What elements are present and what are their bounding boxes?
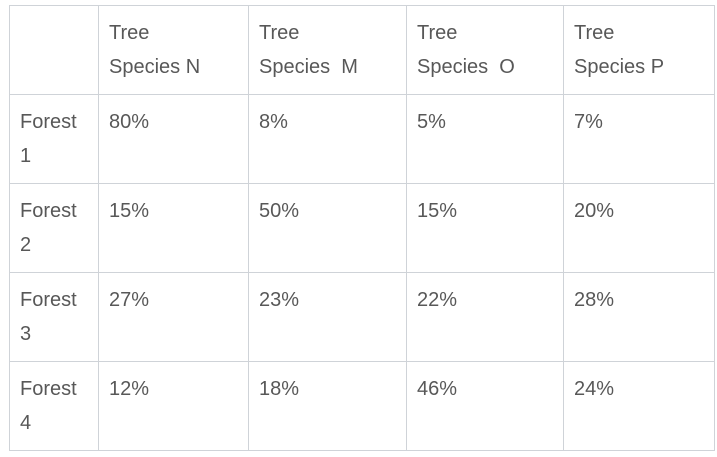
row-label-line2: 1 bbox=[20, 145, 32, 167]
cell-species-m: 18% bbox=[248, 361, 407, 451]
row-label: Forest 2 bbox=[9, 183, 99, 273]
cell-species-m: 50% bbox=[248, 183, 407, 273]
corner-cell bbox=[9, 5, 99, 95]
cell-species-p: 24% bbox=[563, 361, 715, 451]
cell-species-n: 80% bbox=[98, 94, 249, 184]
header-line2: Species O bbox=[417, 56, 515, 78]
header-line2: Species M bbox=[259, 56, 358, 78]
cell-species-p: 20% bbox=[563, 183, 715, 273]
row-label-line1: Forest bbox=[20, 289, 77, 311]
table-row-forest-3: Forest 3 27% 23% 22% 28% bbox=[9, 272, 715, 362]
cell-species-n: 12% bbox=[98, 361, 249, 451]
header-species-m: Tree Species M bbox=[248, 5, 407, 95]
row-label-line2: 2 bbox=[20, 234, 32, 256]
cell-species-n: 15% bbox=[98, 183, 249, 273]
row-label: Forest 1 bbox=[9, 94, 99, 184]
cell-species-p: 7% bbox=[563, 94, 715, 184]
header-species-p: Tree Species P bbox=[563, 5, 715, 95]
cell-species-n: 27% bbox=[98, 272, 249, 362]
header-row: Tree Species N Tree Species M Tree Speci… bbox=[9, 5, 715, 95]
header-line2: Species P bbox=[574, 56, 665, 78]
cell-species-m: 23% bbox=[248, 272, 407, 362]
row-label-line2: 3 bbox=[20, 323, 32, 345]
cell-species-m: 8% bbox=[248, 94, 407, 184]
table-row-forest-2: Forest 2 15% 50% 15% 20% bbox=[9, 183, 715, 273]
row-label: Forest 4 bbox=[9, 361, 99, 451]
row-label-line1: Forest bbox=[20, 378, 77, 400]
forest-species-table: Tree Species N Tree Species M Tree Speci… bbox=[9, 5, 715, 451]
header-species-o: Tree Species O bbox=[406, 5, 564, 95]
row-label-line1: Forest bbox=[20, 111, 77, 133]
row-label-line1: Forest bbox=[20, 200, 77, 222]
cell-species-o: 46% bbox=[406, 361, 564, 451]
cell-species-o: 5% bbox=[406, 94, 564, 184]
header-species-n: Tree Species N bbox=[98, 5, 249, 95]
cell-species-o: 22% bbox=[406, 272, 564, 362]
header-line1: Tree bbox=[574, 22, 615, 44]
header-line1: Tree bbox=[109, 22, 150, 44]
table-row-forest-1: Forest 1 80% 8% 5% 7% bbox=[9, 94, 715, 184]
header-line1: Tree bbox=[259, 22, 300, 44]
table-row-forest-4: Forest 4 12% 18% 46% 24% bbox=[9, 361, 715, 451]
cell-species-o: 15% bbox=[406, 183, 564, 273]
row-label: Forest 3 bbox=[9, 272, 99, 362]
header-line2: Species N bbox=[109, 56, 201, 78]
row-label-line2: 4 bbox=[20, 412, 32, 434]
header-line1: Tree bbox=[417, 22, 458, 44]
cell-species-p: 28% bbox=[563, 272, 715, 362]
